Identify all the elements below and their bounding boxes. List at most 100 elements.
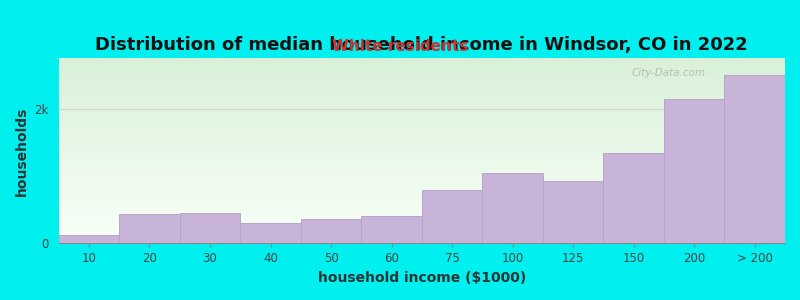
Bar — [58, 203, 785, 205]
Bar — [58, 92, 785, 94]
Bar — [58, 210, 785, 212]
Bar — [58, 88, 785, 90]
Bar — [58, 90, 785, 92]
Bar — [58, 238, 785, 240]
Bar — [58, 60, 785, 62]
Y-axis label: households: households — [15, 106, 29, 196]
Bar — [58, 94, 785, 95]
Bar — [58, 192, 785, 194]
Bar — [58, 218, 785, 219]
Bar — [58, 136, 785, 138]
Bar — [58, 71, 785, 73]
Bar — [58, 147, 785, 149]
Bar — [119, 214, 180, 243]
Bar — [58, 84, 785, 86]
Bar — [58, 140, 785, 142]
Bar — [58, 221, 785, 223]
Bar — [58, 151, 785, 153]
Title: Distribution of median household income in Windsor, CO in 2022: Distribution of median household income … — [95, 36, 748, 54]
Bar — [603, 153, 664, 243]
Bar — [543, 182, 603, 243]
Bar — [180, 213, 240, 243]
Bar — [58, 110, 785, 112]
Bar — [58, 164, 785, 166]
Bar — [58, 190, 785, 192]
Bar — [58, 166, 785, 167]
Bar — [58, 114, 785, 116]
Bar — [301, 218, 362, 243]
Bar — [58, 171, 785, 173]
Bar — [58, 195, 785, 197]
Bar — [58, 162, 785, 164]
Bar — [58, 105, 785, 106]
Bar — [58, 68, 785, 69]
Bar — [58, 73, 785, 75]
Bar — [58, 86, 785, 88]
Bar — [58, 127, 785, 129]
Bar — [58, 184, 785, 186]
Bar — [58, 129, 785, 130]
Bar — [58, 123, 785, 125]
Bar — [482, 173, 543, 243]
Bar — [58, 212, 785, 214]
Bar — [58, 206, 785, 208]
Bar — [58, 175, 785, 177]
Bar — [58, 227, 785, 229]
Bar — [58, 75, 785, 77]
Bar — [58, 80, 785, 83]
Bar — [58, 235, 119, 243]
Bar — [58, 182, 785, 184]
Text: White residents: White residents — [332, 39, 468, 54]
Bar — [58, 97, 785, 99]
Bar — [58, 169, 785, 171]
Bar — [664, 99, 725, 243]
Bar — [58, 156, 785, 158]
Text: City-Data.com: City-Data.com — [632, 68, 706, 78]
Bar — [58, 132, 785, 134]
Bar — [58, 108, 785, 110]
Bar — [58, 205, 785, 206]
Bar — [58, 177, 785, 178]
Bar — [58, 219, 785, 221]
Bar — [58, 178, 785, 181]
Bar — [58, 82, 785, 84]
Bar — [58, 173, 785, 175]
Bar — [58, 242, 785, 243]
Bar — [58, 145, 785, 147]
Bar — [58, 99, 785, 101]
Bar — [58, 138, 785, 140]
Bar — [58, 240, 785, 242]
Bar — [58, 125, 785, 127]
Bar — [58, 230, 785, 232]
Bar — [58, 208, 785, 210]
Bar — [58, 201, 785, 203]
Bar — [58, 194, 785, 195]
Bar — [58, 158, 785, 160]
Bar — [58, 143, 785, 145]
Bar — [362, 217, 422, 243]
Bar — [58, 142, 785, 143]
Bar — [58, 160, 785, 162]
Bar — [58, 216, 785, 218]
Bar — [58, 188, 785, 190]
Bar — [58, 229, 785, 230]
Bar — [58, 64, 785, 66]
Bar — [58, 167, 785, 169]
Bar — [58, 106, 785, 108]
Bar — [58, 119, 785, 121]
Bar — [58, 130, 785, 132]
Bar — [58, 118, 785, 119]
Bar — [58, 197, 785, 199]
Bar — [58, 69, 785, 71]
Bar — [58, 214, 785, 216]
Bar — [58, 153, 785, 154]
X-axis label: household income ($1000): household income ($1000) — [318, 271, 526, 285]
Bar — [58, 121, 785, 123]
Bar — [58, 149, 785, 151]
Bar — [58, 112, 785, 114]
Bar — [58, 79, 785, 80]
Bar — [58, 62, 785, 64]
Bar — [58, 154, 785, 156]
Bar — [58, 225, 785, 227]
Bar — [58, 66, 785, 68]
